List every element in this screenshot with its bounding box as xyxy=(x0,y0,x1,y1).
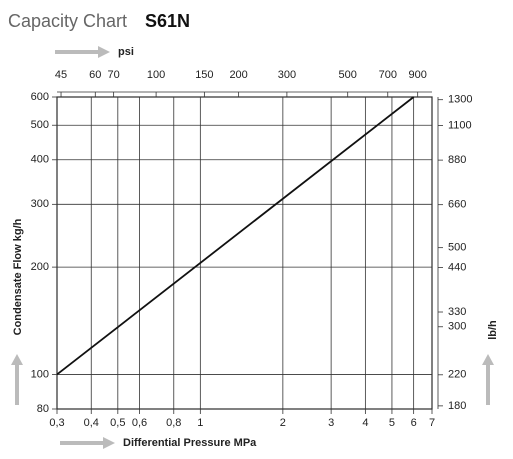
y-tick-label: 80 xyxy=(37,403,49,415)
x2-tick-label: 45 xyxy=(55,69,67,81)
y-tick-label: 200 xyxy=(31,261,49,273)
x2-tick-label: 60 xyxy=(89,69,101,81)
x2-tick-label: 300 xyxy=(278,69,296,81)
y-tick-label: 300 xyxy=(31,198,49,210)
y2-axis-label: lb/h xyxy=(487,320,499,340)
y2-tick-label: 220 xyxy=(448,369,466,381)
series-line xyxy=(56,96,415,376)
y2-tick-label: 330 xyxy=(448,306,466,318)
y2-tick-label: 300 xyxy=(448,321,466,333)
chart-title: Capacity Chart xyxy=(8,11,127,31)
x2-tick-label: 900 xyxy=(409,69,427,81)
x2-axis-label: psi xyxy=(118,46,134,58)
x-tick-label: 7 xyxy=(429,417,435,429)
plot-frame xyxy=(56,96,433,410)
x-tick-label: 3 xyxy=(328,417,334,429)
x2-tick-label: 200 xyxy=(229,69,247,81)
x2-tick-label: 70 xyxy=(108,69,120,81)
x-tick-label: 0,6 xyxy=(132,417,147,429)
y2-tick-label: 180 xyxy=(448,400,466,412)
x-tick-label: 0,8 xyxy=(166,417,181,429)
y2-tick-label: 660 xyxy=(448,199,466,211)
x2-tick-label: 700 xyxy=(379,69,397,81)
y2-tick-label: 500 xyxy=(448,242,466,254)
decor-arrows xyxy=(11,46,494,449)
x-axis-label: Differential Pressure MPa xyxy=(123,437,257,449)
x-tick-label: 5 xyxy=(389,417,395,429)
y2-tick-label: 880 xyxy=(448,154,466,166)
y2-tick-label: 1100 xyxy=(448,119,472,131)
chart-subtitle: S61N xyxy=(145,11,190,31)
x2-tick-label: 150 xyxy=(195,69,213,81)
y-axis-label: Condensate Flow kg/h xyxy=(12,218,24,335)
x2-tick-label: 500 xyxy=(339,69,357,81)
x-tick-label: 6 xyxy=(411,417,417,429)
y2-tick-label: 1300 xyxy=(448,94,472,106)
y2-tick-label: 440 xyxy=(448,261,466,273)
y-tick-label: 500 xyxy=(31,119,49,131)
x-tick-label: 0,5 xyxy=(110,417,125,429)
y-tick-label: 100 xyxy=(31,368,49,380)
x2-tick-label: 100 xyxy=(147,69,165,81)
x-tick-label: 2 xyxy=(280,417,286,429)
y-tick-label: 400 xyxy=(31,154,49,166)
x-tick-label: 4 xyxy=(362,417,368,429)
y-tick-label: 600 xyxy=(31,91,49,103)
x-tick-label: 1 xyxy=(197,417,203,429)
x-tick-label: 0,4 xyxy=(84,417,99,429)
x-tick-label: 0,3 xyxy=(49,417,64,429)
